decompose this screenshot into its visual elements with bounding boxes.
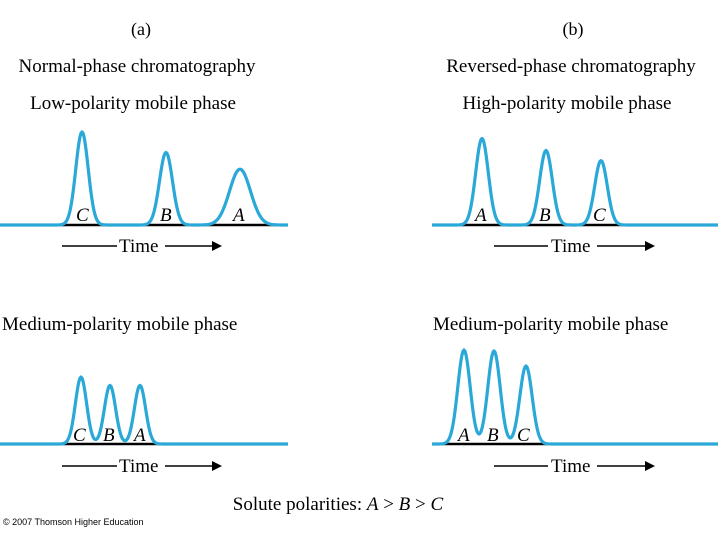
arrow-head-icon	[212, 241, 222, 251]
peak-label-c: C	[593, 205, 606, 226]
caption-var-c: C	[430, 494, 444, 515]
peak-label-a: A	[456, 425, 470, 446]
caption-op-1: >	[378, 494, 399, 515]
peak-label-a: A	[231, 205, 245, 226]
panel-a-top-chromatogram: C B A Time	[0, 130, 289, 257]
panel-b-top-subtitle: High-polarity mobile phase	[462, 93, 672, 114]
panel-a-bottom-chromatogram: C B A Time	[0, 375, 289, 477]
chromatogram-trace	[431, 136, 719, 227]
time-axis-label: Time	[551, 456, 590, 477]
panel-b-top-chromatogram: A B C Time	[431, 136, 719, 257]
peak-label-c: C	[517, 425, 530, 446]
peak-label-b: B	[160, 205, 172, 226]
peak-label-b: B	[103, 425, 115, 446]
caption-prefix: Solute polarities:	[232, 494, 367, 515]
panel-b-label: (b)	[562, 19, 584, 39]
time-axis-label: Time	[119, 456, 158, 477]
panel-a-label: (a)	[131, 19, 151, 39]
peak-label-a: A	[473, 205, 487, 226]
panel-b-title: Reversed-phase chromatography	[446, 56, 696, 77]
caption-var-a: A	[366, 494, 379, 515]
peak-label-c: C	[73, 425, 86, 446]
caption-op-2: >	[410, 494, 431, 515]
time-axis-label: Time	[119, 236, 158, 257]
panel-a-title: Normal-phase chromatography	[18, 56, 256, 77]
peak-label-c: C	[76, 205, 89, 226]
panel-a-bottom-subtitle: Medium-polarity mobile phase	[2, 314, 238, 335]
peak-label-b: B	[539, 205, 551, 226]
chromatogram-trace	[431, 348, 719, 446]
panel-b-bottom-chromatogram: A B C Time	[431, 348, 719, 477]
panel-a-top-subtitle: Low-polarity mobile phase	[30, 93, 236, 114]
arrow-head-icon	[645, 241, 655, 251]
solute-polarities-caption: Solute polarities: A > B > C	[233, 495, 443, 514]
arrow-head-icon	[212, 461, 222, 471]
copyright-notice: © 2007 Thomson Higher Education	[3, 517, 144, 527]
chromatogram-trace	[0, 130, 289, 227]
arrow-head-icon	[645, 461, 655, 471]
chromatogram-trace	[0, 375, 289, 446]
time-axis-label: Time	[551, 236, 590, 257]
panel-b-bottom-subtitle: Medium-polarity mobile phase	[433, 314, 669, 335]
peak-label-a: A	[132, 425, 146, 446]
caption-var-b: B	[398, 494, 411, 515]
peak-label-b: B	[487, 425, 499, 446]
